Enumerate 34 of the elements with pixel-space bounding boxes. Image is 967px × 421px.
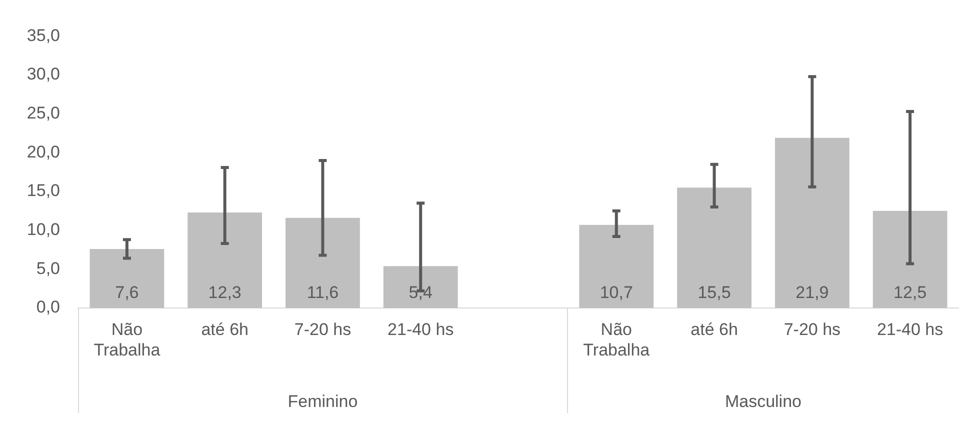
y-tick-label: 35,0 <box>26 26 60 45</box>
x-tick-label: até 6h <box>201 320 248 339</box>
data-label: 21,9 <box>796 283 829 302</box>
data-label: 7,6 <box>115 283 139 302</box>
data-label: 11,6 <box>306 283 339 302</box>
data-label: 5,4 <box>408 283 432 302</box>
y-tick-label: 30,0 <box>26 64 60 84</box>
data-label: 10,7 <box>600 283 633 302</box>
x-tick-label: até 6h <box>690 320 738 339</box>
y-tick-label: 0,0 <box>36 298 60 317</box>
text: Feminino <box>288 392 358 411</box>
data-label: 12,5 <box>894 283 927 302</box>
bar <box>286 218 360 308</box>
y-tick-label: 25,0 <box>26 104 60 123</box>
data-label: 12,3 <box>208 283 242 302</box>
y-tick-label: 10,0 <box>26 220 60 240</box>
x-tick-label: 21-40 hs <box>388 320 454 339</box>
x-tick-label: 21-40 hs <box>876 320 944 339</box>
y-tick-label: 15,0 <box>26 181 60 200</box>
bar <box>774 138 850 308</box>
x-tick-label: 7-20 hs <box>784 320 841 339</box>
bar <box>677 188 752 308</box>
bar <box>579 224 654 308</box>
x-tick-label: 7-20 hs <box>294 320 352 339</box>
bar <box>383 266 458 308</box>
bar <box>90 248 164 308</box>
x-tick-label: Não Trabalha <box>94 320 161 360</box>
bar <box>188 212 262 308</box>
x-tick-label: Não Trabalha <box>583 320 650 360</box>
y-tick-label: 20,0 <box>26 142 60 162</box>
y-tick-label: 5,0 <box>36 258 60 278</box>
bar <box>872 210 948 308</box>
data-label: 15,5 <box>698 283 731 302</box>
text: Masculino <box>724 392 802 411</box>
